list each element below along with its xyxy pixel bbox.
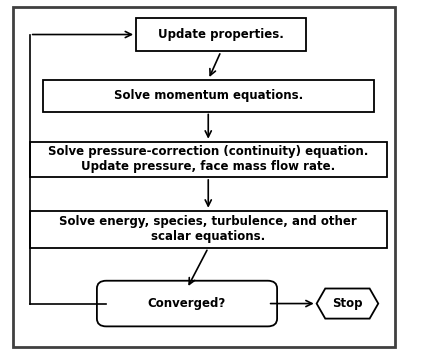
FancyBboxPatch shape (97, 281, 277, 326)
FancyBboxPatch shape (30, 142, 387, 177)
Text: Solve pressure-correction (continuity) equation.
Update pressure, face mass flow: Solve pressure-correction (continuity) e… (48, 145, 368, 173)
Text: Stop: Stop (332, 297, 363, 310)
Text: Solve momentum equations.: Solve momentum equations. (113, 89, 303, 102)
FancyBboxPatch shape (136, 18, 306, 51)
Text: Solve energy, species, turbulence, and other
scalar equations.: Solve energy, species, turbulence, and o… (60, 215, 357, 243)
Text: Update properties.: Update properties. (158, 28, 284, 41)
Text: Converged?: Converged? (148, 297, 226, 310)
FancyBboxPatch shape (30, 211, 387, 248)
Polygon shape (317, 289, 378, 319)
FancyBboxPatch shape (13, 7, 395, 347)
FancyBboxPatch shape (42, 80, 374, 112)
